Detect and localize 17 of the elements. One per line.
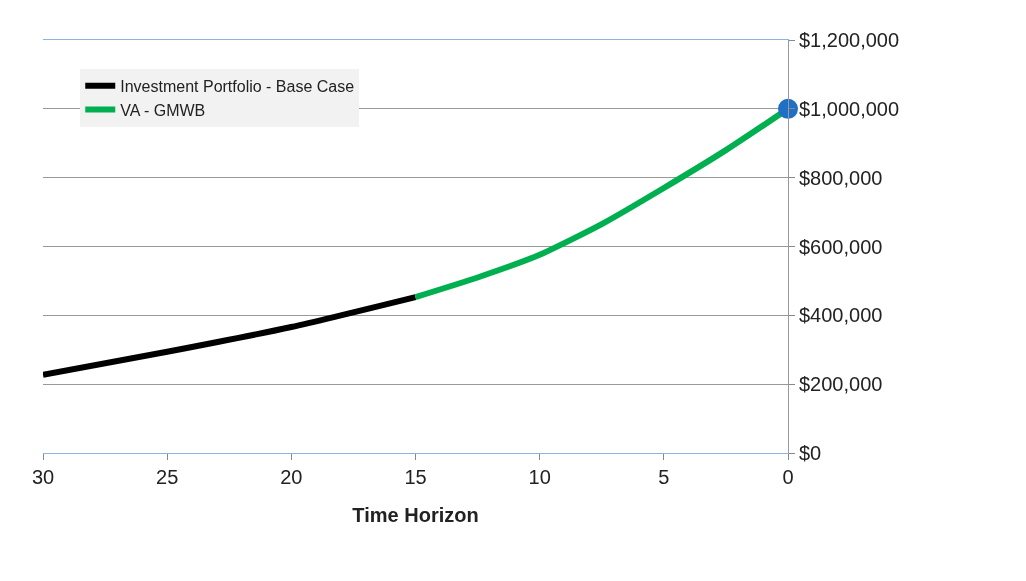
legend-label: VA - GMWB: [120, 101, 206, 119]
y-tick-label: $400,000: [799, 304, 883, 327]
y-tick-label: $1,000,000: [799, 97, 900, 120]
x-tick-label: 20: [280, 466, 303, 488]
x-tick-label: 25: [156, 466, 179, 488]
y-tick-label: $800,000: [799, 166, 883, 189]
legend-label: Investment Portfolio - Base Case: [120, 78, 355, 96]
x-tick-label: 0: [782, 466, 794, 488]
x-tick-label: 15: [404, 466, 427, 488]
x-tick-label: 5: [658, 466, 670, 488]
y-tick-label: $600,000: [799, 235, 883, 258]
x-tick-label: 10: [528, 466, 551, 488]
y-tick-label: $200,000: [799, 373, 883, 396]
x-axis-title: Time Horizon: [352, 503, 479, 526]
y-tick-label: $1,200,000: [799, 29, 900, 51]
y-tick-label: $0: [799, 442, 822, 464]
x-tick-label: 30: [31, 466, 55, 488]
